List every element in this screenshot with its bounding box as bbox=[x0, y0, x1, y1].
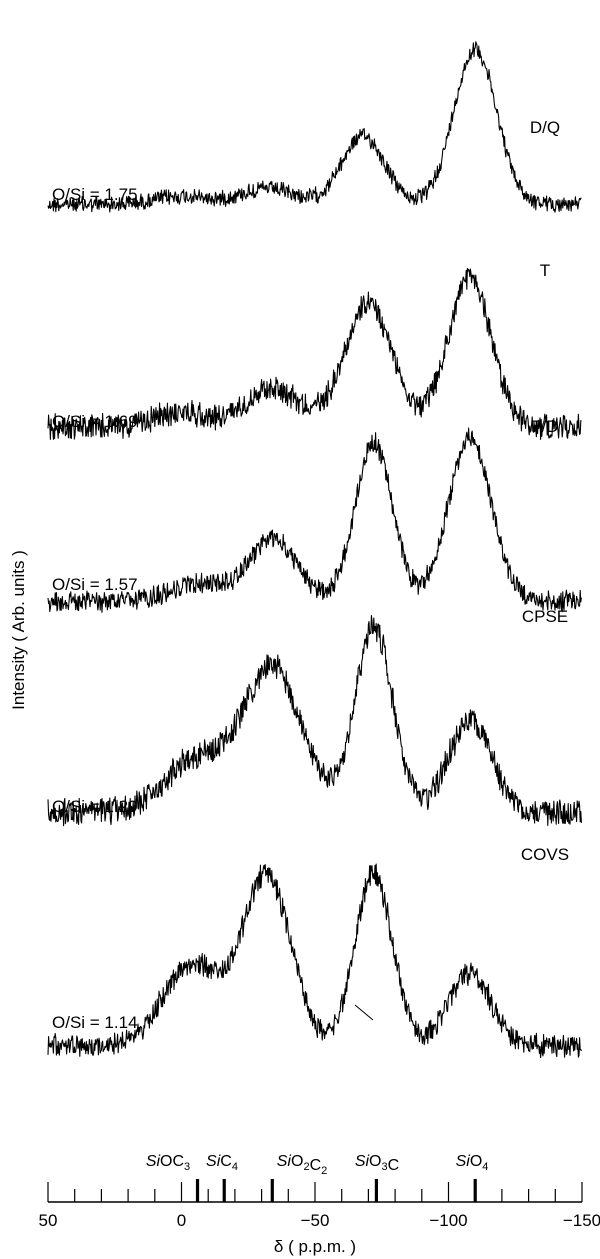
reference-label-sio4: SiO4 bbox=[456, 1153, 489, 1173]
spectrum-series-5 bbox=[47, 863, 582, 1059]
spectrum-series-2 bbox=[47, 267, 582, 440]
ratio-annotation-4: O/Si = 1.29 bbox=[52, 797, 138, 816]
spectrum-series-4 bbox=[47, 615, 582, 827]
series-label-5: COVS bbox=[521, 845, 569, 864]
series-label-4: CPSE bbox=[522, 607, 568, 626]
spectrum-series-1 bbox=[47, 41, 582, 213]
x-tick-label: −100 bbox=[429, 1211, 467, 1230]
reference-label-sio3c: SiO3C bbox=[355, 1153, 399, 1174]
ratio-annotation-5: O/Si = 1.14 bbox=[52, 1013, 138, 1032]
ratio-annotation-1: O/Si = 1.75 bbox=[52, 185, 138, 204]
x-tick-label: −50 bbox=[301, 1211, 330, 1230]
reference-layer: SiOC3 SiC4 SiO2C2 SiO3C SiO4 bbox=[146, 1153, 489, 1202]
series-label-3: T/D bbox=[531, 417, 558, 436]
spectrum-series-3 bbox=[47, 427, 582, 613]
reference-label-sio2c2: SiO2C2 bbox=[277, 1153, 328, 1177]
x-axis: 50 0 −50 −100 −150 bbox=[39, 1182, 600, 1230]
ratio-annotation-2: O/Si = 1.69 bbox=[52, 412, 138, 431]
ratio-annotation-3: O/Si = 1.57 bbox=[52, 575, 138, 594]
x-tick-label: 50 bbox=[39, 1211, 58, 1230]
spectra-layer bbox=[47, 41, 582, 1059]
y-axis-label: Intensity ( Arb. units ) bbox=[9, 550, 28, 710]
x-axis-label: δ ( p.p.m. ) bbox=[274, 1237, 356, 1256]
reference-label-sic4: SiC4 bbox=[206, 1153, 238, 1173]
arrow-pointer bbox=[354, 1004, 374, 1021]
x-tick-label: 0 bbox=[177, 1211, 186, 1230]
reference-label-sioc3: SiOC3 bbox=[146, 1153, 190, 1173]
series-label-2: T bbox=[540, 261, 550, 280]
annotation-layer: O/Si = 1.75 D/Q O/Si = 1.69 T O/Si = 1.57 T/D… bbox=[52, 118, 569, 1032]
x-tick-label: −150 bbox=[563, 1211, 600, 1230]
series-label-1: D/Q bbox=[530, 118, 560, 137]
